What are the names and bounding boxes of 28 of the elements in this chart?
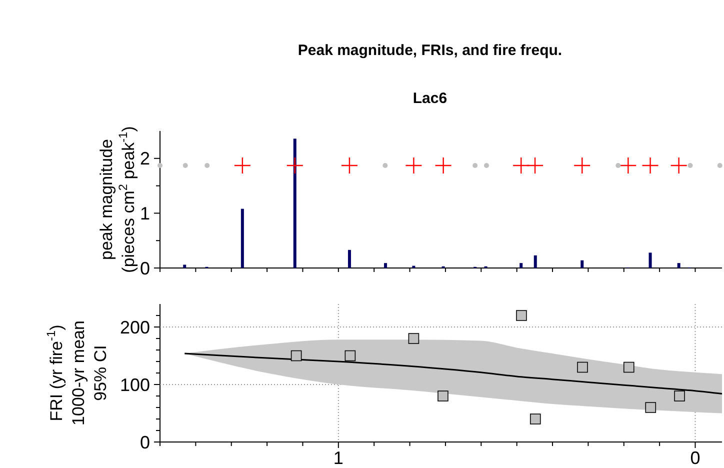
y-tick-label: 200 (120, 317, 150, 338)
point (623, 362, 634, 373)
bar (648, 252, 652, 268)
bar (677, 263, 680, 268)
bar (348, 250, 351, 268)
point (290, 350, 302, 362)
bar (183, 264, 186, 268)
y-tick-label: 0 (140, 258, 150, 278)
bar (580, 260, 584, 268)
point (438, 390, 448, 402)
point (408, 333, 420, 344)
bar (520, 263, 523, 268)
chart-subtitle: Lac6 (412, 90, 448, 107)
y-tick-label: 2 (140, 148, 150, 169)
bar (240, 208, 244, 268)
point (530, 414, 541, 424)
y-tick-label: 1 (140, 204, 150, 224)
bar (534, 255, 537, 268)
y-tick-label: 0 (140, 432, 150, 452)
point (577, 362, 588, 373)
bar (384, 263, 388, 268)
y-tick-label: 100 (120, 374, 150, 395)
chart-title: Peak magnitude, FRIs, and fire frequ. (298, 42, 562, 59)
point (645, 402, 656, 413)
point (516, 310, 527, 321)
bar (293, 138, 296, 268)
point (674, 390, 685, 402)
point (344, 350, 356, 362)
